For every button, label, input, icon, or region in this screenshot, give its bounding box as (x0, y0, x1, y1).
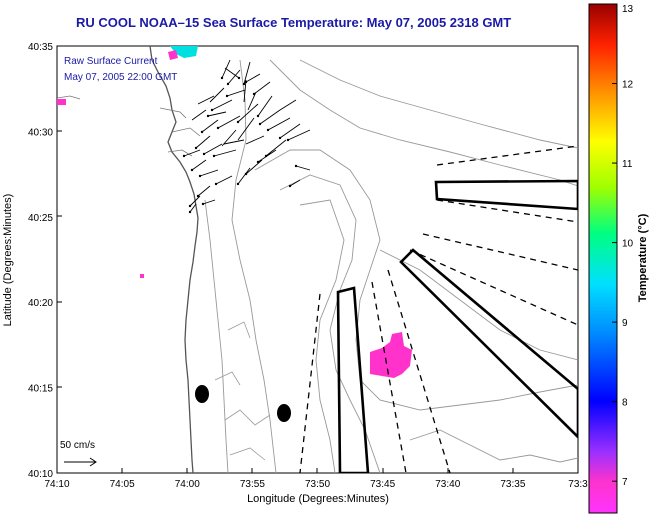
map-layer (57, 46, 578, 473)
x-tick-label: 73:3 (568, 479, 588, 490)
colorbar-tick-label: 10 (622, 239, 634, 250)
y-tick-marks (57, 45, 62, 474)
bathymetry-contour (269, 59, 578, 187)
sst-patch-nearshore (57, 99, 66, 105)
x-tick-marks (56, 468, 579, 473)
bathymetry-contour (379, 249, 578, 361)
colorbar-tick-label: 12 (622, 80, 634, 91)
x-tick-label: 74:05 (110, 479, 135, 490)
x-tick-label: 73:35 (500, 479, 525, 490)
legend-line-2: May 07, 2005 22:00 GMT (64, 72, 177, 83)
buoy-marker (277, 404, 291, 422)
bathymetry-contour (231, 59, 277, 473)
y-tick-label: 40:25 (28, 213, 53, 224)
current-vector-heads (182, 76, 298, 214)
x-tick-label: 74:10 (44, 479, 69, 490)
y-tick-label: 40:15 (28, 384, 53, 395)
legend-line-1: Raw Surface Current (64, 56, 158, 67)
colorbar (588, 3, 618, 514)
scale-label: 50 cm/s (60, 440, 95, 451)
y-axis-label: Latitude (Degrees:Minutes) (2, 194, 14, 327)
sst-patch-offshore (370, 332, 412, 378)
sst-patch-top (170, 46, 198, 58)
map-title: RU COOL NOAA–15 Sea Surface Temperature:… (76, 15, 512, 30)
bathymetry-contour (299, 199, 345, 473)
transect-boxes (336, 179, 578, 473)
sst-patch-small (140, 274, 144, 278)
y-tick-label: 40:35 (28, 42, 53, 53)
colorbar-tick-label: 13 (622, 4, 634, 15)
x-tick-label: 73:45 (370, 479, 395, 490)
bathymetry-contour (279, 174, 381, 473)
x-axis-label: Longitude (Degrees:Minutes) (247, 493, 389, 505)
colorbar-tick-label: 8 (622, 398, 628, 409)
x-tick-label: 73:55 (240, 479, 265, 490)
x-tick-label: 73:40 (435, 479, 460, 490)
bathymetry-contour (204, 199, 229, 473)
y-tick-label: 40:20 (28, 298, 53, 309)
x-tick-labels: 74:10 74:05 74:00 73:55 73:50 73:45 73:40 73:35… (44, 479, 588, 490)
bathymetry-contour (299, 59, 578, 149)
colorbar-tick-label: 9 (622, 318, 628, 329)
sampling-lines (299, 145, 578, 473)
colorbar-label: Temperature (°C) (637, 213, 649, 302)
current-vectors (183, 59, 311, 213)
bathymetry-contour (254, 149, 578, 411)
bathymetry-contour (409, 429, 578, 463)
buoy-marker (195, 385, 209, 403)
coastline (149, 46, 199, 473)
plot-frame (56, 45, 579, 474)
colorbar-tick-label: 7 (622, 477, 628, 488)
bathymetry-contour (214, 321, 271, 461)
y-tick-label: 40:10 (28, 469, 53, 480)
x-tick-label: 73:50 (305, 479, 330, 490)
colorbar-tick-label: 11 (622, 159, 633, 170)
y-tick-label: 40:30 (28, 127, 53, 138)
x-tick-label: 74:00 (175, 479, 200, 490)
y-tick-labels: 40:35 40:30 40:25 40:20 40:15 40:10 (28, 42, 53, 480)
sst-patch-top-magenta (168, 50, 178, 60)
scale-arrow (64, 457, 97, 467)
colorbar-tick-labels: 13 12 11 10 9 8 7 (612, 3, 634, 488)
shoreline-detail (57, 95, 201, 157)
